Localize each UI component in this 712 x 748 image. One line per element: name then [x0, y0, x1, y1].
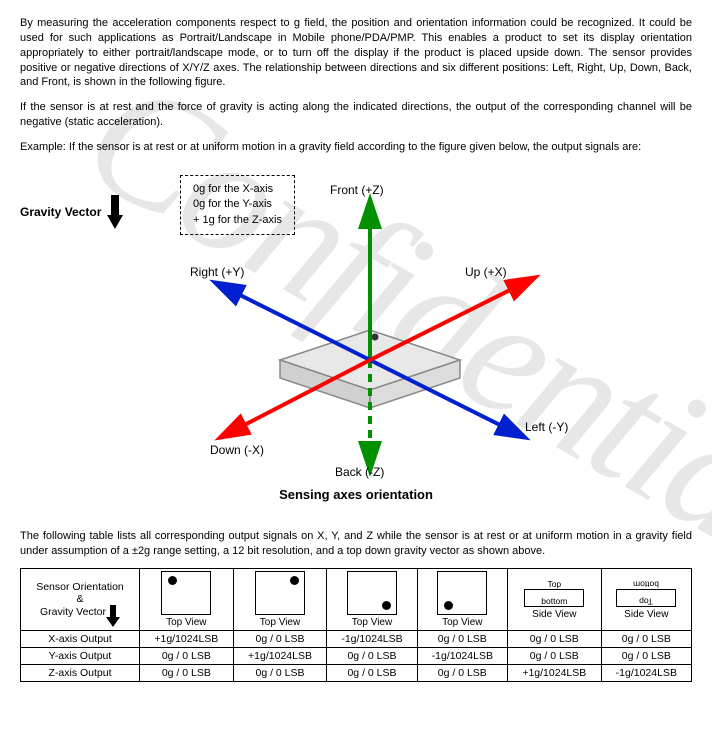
- label-front: Front (+Z): [330, 183, 384, 197]
- table-row: Z-axis Output 0g / 0 LSB 0g / 0 LSB 0g /…: [21, 665, 692, 682]
- sensing-axes-diagram: Gravity Vector 0g for the X-axis 0g for …: [20, 165, 692, 505]
- table-row: X-axis Output +1g/1024LSB 0g / 0 LSB -1g…: [21, 631, 692, 648]
- table-row: Sensor Orientation & Gravity Vector Top …: [21, 569, 692, 631]
- paragraph-2: If the sensor is at rest and the force o…: [20, 100, 692, 130]
- gravity-arrow-small-icon: [110, 605, 120, 619]
- paragraph-4: The following table lists all correspond…: [20, 529, 692, 559]
- hdr-orientation-cell: Sensor Orientation & Gravity Vector: [21, 569, 140, 631]
- label-down: Down (-X): [210, 443, 264, 457]
- output-table: Sensor Orientation & Gravity Vector Top …: [20, 568, 692, 682]
- gravity-arrow-icon: [107, 195, 123, 229]
- x-axis-label: X-axis Output: [21, 631, 140, 648]
- orient-5: Top bottom Side View: [507, 569, 601, 631]
- diagram-caption: Sensing axes orientation: [20, 487, 692, 502]
- table-row: Y-axis Output 0g / 0 LSB +1g/1024LSB 0g …: [21, 648, 692, 665]
- hdr-amp: &: [25, 593, 135, 605]
- paragraph-1: By measuring the acceleration components…: [20, 16, 692, 90]
- orient-6: bottom Top Side View: [601, 569, 691, 631]
- orient-2: Top View: [233, 569, 327, 631]
- label-up: Up (+X): [465, 265, 507, 279]
- z-axis-label: Z-axis Output: [21, 665, 140, 682]
- orient-1: Top View: [140, 569, 234, 631]
- label-right: Right (+Y): [190, 265, 244, 279]
- orient-3: Top View: [327, 569, 417, 631]
- hdr-orient: Sensor Orientation: [25, 581, 135, 593]
- orient-4: Top View: [417, 569, 507, 631]
- label-left: Left (-Y): [525, 420, 568, 434]
- axes-svg: [130, 165, 590, 485]
- gravity-vector-label: Gravity Vector: [20, 205, 101, 219]
- y-axis-label: Y-axis Output: [21, 648, 140, 665]
- label-back: Back (-Z): [335, 465, 384, 479]
- paragraph-3: Example: If the sensor is at rest or at …: [20, 140, 692, 155]
- hdr-gv: Gravity Vector: [40, 606, 106, 618]
